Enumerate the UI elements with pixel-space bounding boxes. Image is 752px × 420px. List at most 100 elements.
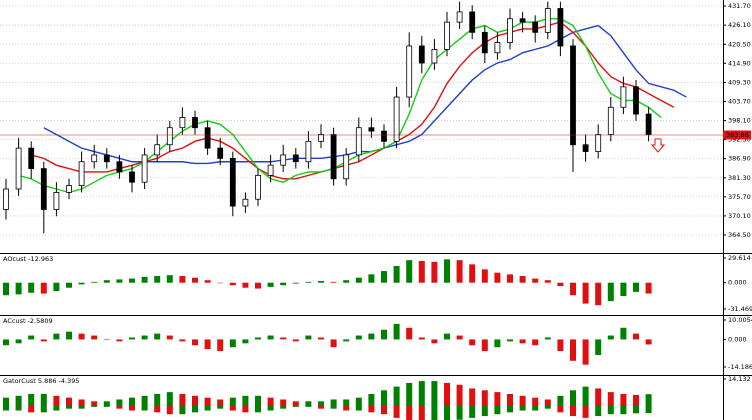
- histogram-bar: [557, 395, 564, 406]
- candle-body: [217, 147, 224, 159]
- histogram-bar: [645, 282, 652, 294]
- histogram-bar: [204, 405, 211, 411]
- candle-body: [229, 157, 236, 207]
- histogram-bar: [607, 282, 614, 302]
- histogram-bar: [255, 405, 261, 413]
- y-tick-label: 0.000: [728, 335, 747, 343]
- y-tick-label: 375.70: [728, 193, 751, 201]
- y-tick-label: 381.30: [728, 174, 751, 182]
- y-tick-label: 14.132: [728, 375, 751, 383]
- candle-body: [406, 45, 413, 98]
- candle-body: [532, 21, 539, 33]
- histogram-bar: [3, 282, 9, 296]
- histogram-bar: [53, 333, 60, 340]
- histogram-bar: [78, 333, 85, 340]
- candle-body: [40, 168, 47, 210]
- histogram-bar: [15, 282, 22, 295]
- candle-body: [116, 161, 123, 173]
- histogram-bar: [129, 405, 135, 411]
- candle-body: [570, 45, 576, 146]
- histogram-bar: [406, 405, 413, 420]
- histogram-bar: [494, 339, 501, 348]
- candle-body: [444, 21, 450, 50]
- histogram-bar: [620, 405, 627, 415]
- candle-body: [66, 185, 72, 193]
- histogram-bar: [192, 405, 198, 413]
- histogram-bar: [242, 282, 249, 288]
- histogram-bar: [242, 405, 249, 413]
- histogram-bar: [154, 276, 161, 283]
- histogram-bar: [519, 339, 526, 344]
- histogram-bar: [242, 395, 249, 406]
- candle-body: [368, 127, 375, 132]
- histogram-bar: [192, 395, 198, 406]
- candle-body: [305, 140, 312, 163]
- histogram-bar: [494, 272, 501, 283]
- histogram-bar: [116, 339, 123, 342]
- y-tick-label: 392.50: [728, 136, 751, 144]
- histogram-bar: [318, 405, 324, 409]
- histogram-bar: [431, 339, 438, 344]
- histogram-bar: [129, 278, 135, 283]
- histogram-bar: [418, 381, 425, 406]
- candle-body: [242, 198, 249, 207]
- histogram-bar: [570, 282, 576, 296]
- candle-body: [519, 18, 526, 23]
- histogram-bar: [280, 282, 287, 286]
- histogram-bar: [544, 337, 551, 340]
- histogram-bar: [519, 395, 526, 406]
- histogram-bar: [267, 405, 274, 411]
- histogram-bar: [431, 381, 438, 406]
- histogram-bar: [330, 339, 337, 348]
- candle-body: [267, 164, 274, 176]
- candle-body: [318, 134, 324, 142]
- histogram-bar: [103, 405, 110, 407]
- histogram-bar: [355, 277, 362, 283]
- candle-body: [129, 171, 135, 183]
- y-tick-label: 426.10: [728, 21, 751, 29]
- candle-body: [355, 127, 362, 156]
- histogram-bar: [141, 395, 148, 406]
- candle-body: [28, 147, 35, 169]
- histogram-bar: [406, 327, 413, 340]
- histogram-bar: [166, 335, 173, 340]
- histogram-bar: [192, 339, 198, 346]
- histogram-bar: [456, 260, 463, 283]
- histogram-bar: [305, 335, 312, 340]
- histogram-bar: [103, 280, 110, 283]
- y-tick-label: -14.1860: [728, 363, 752, 371]
- histogram-bar: [431, 261, 438, 283]
- histogram-bar: [544, 405, 551, 409]
- histogram-bar: [532, 278, 539, 283]
- histogram-bar: [507, 405, 513, 413]
- histogram-bar: [305, 405, 312, 407]
- moving-average: [43, 24, 687, 165]
- histogram-bar: [620, 282, 627, 297]
- y-tick-label: 409.30: [728, 78, 751, 86]
- y-tick-label: 370.10: [728, 212, 751, 220]
- histogram-bar: [368, 274, 375, 283]
- candle-body: [292, 154, 299, 163]
- histogram-bar: [129, 337, 135, 340]
- histogram-bar: [179, 393, 186, 406]
- histogram-bar: [40, 405, 47, 413]
- candle-body: [557, 8, 564, 47]
- histogram-bar: [28, 335, 35, 340]
- histogram-bar: [368, 405, 375, 413]
- histogram-bar: [343, 399, 350, 406]
- histogram-bar: [154, 405, 161, 413]
- histogram-bar: [343, 339, 350, 342]
- histogram-bar: [607, 405, 614, 415]
- histogram-bar: [582, 386, 589, 406]
- histogram-bar: [557, 339, 564, 352]
- candle-body: [544, 8, 551, 33]
- histogram-bar: [53, 282, 60, 292]
- histogram-bar: [28, 405, 35, 413]
- histogram-bar: [40, 282, 47, 294]
- histogram-bar: [570, 405, 576, 417]
- y-tick-label: 29.614: [728, 254, 751, 262]
- histogram-bar: [103, 401, 110, 406]
- histogram-bar: [456, 335, 463, 340]
- histogram-bar: [481, 269, 488, 283]
- histogram-bar: [229, 405, 236, 411]
